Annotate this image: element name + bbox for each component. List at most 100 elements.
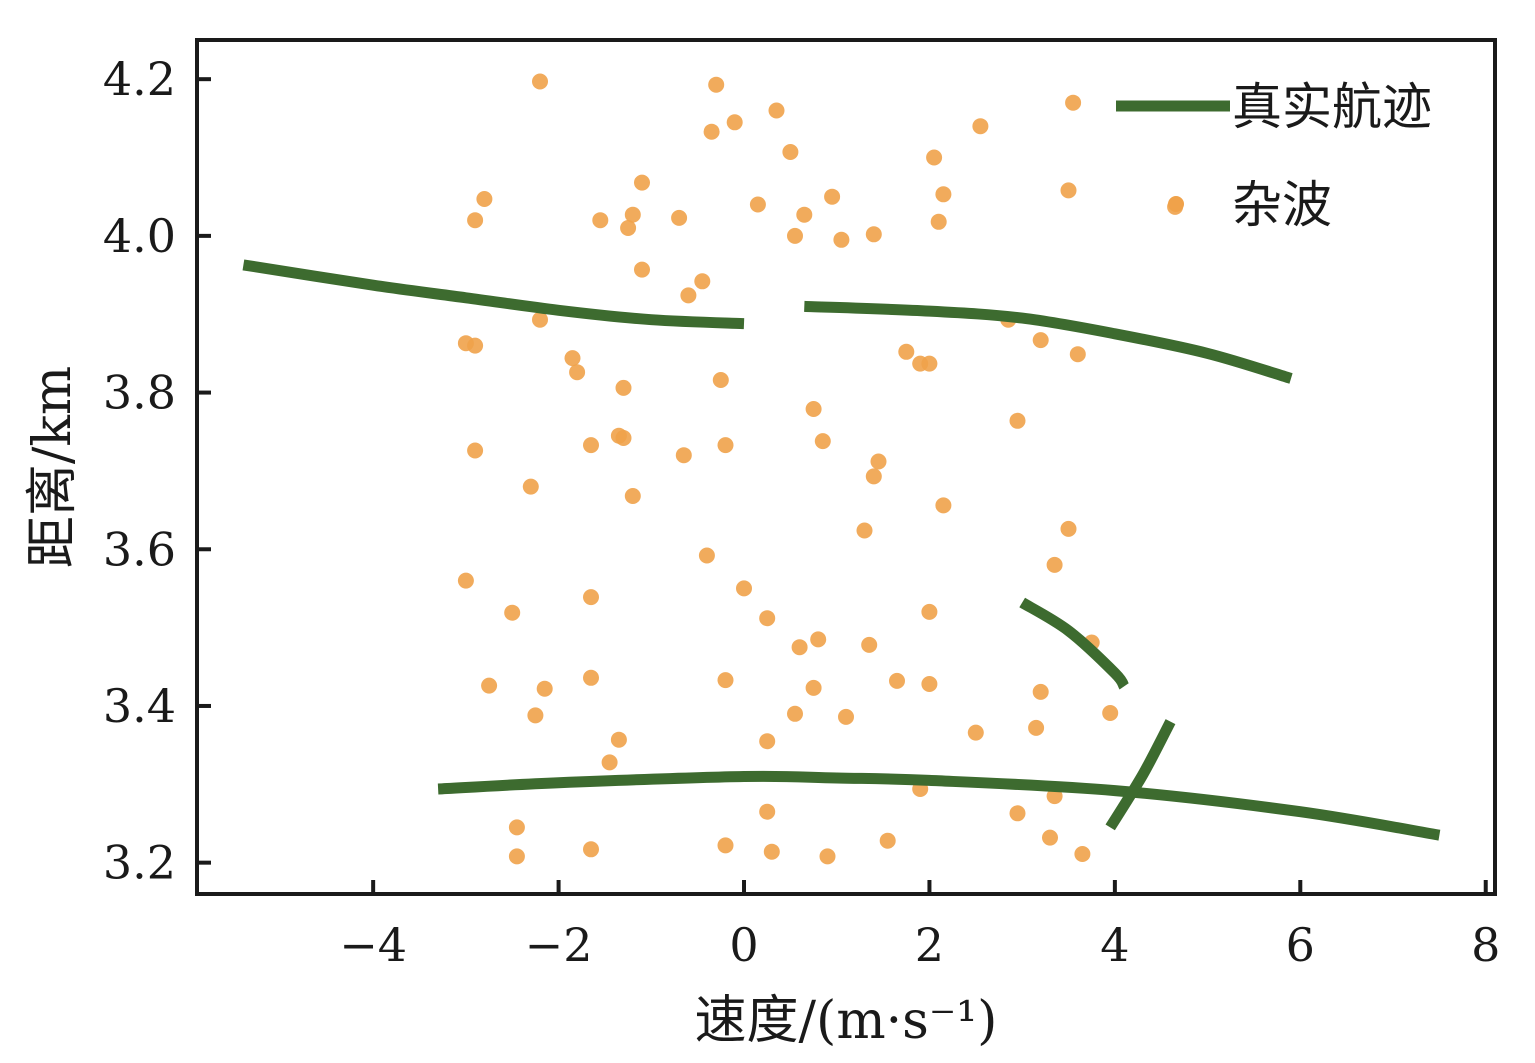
clutter-point	[583, 841, 599, 858]
clutter-point	[787, 705, 803, 722]
clutter-point	[675, 447, 692, 464]
clutter-point	[838, 708, 854, 725]
clutter-point	[935, 497, 952, 514]
clutter-point	[1046, 556, 1063, 573]
clutter-point	[921, 603, 938, 620]
x-axis-label: 速度/(m·s⁻¹)	[695, 991, 998, 1051]
clutter-point	[810, 631, 827, 648]
x-axis-ticks: −4 −2 0 2 4 6 8	[339, 880, 1500, 972]
x-tick-label: 2	[915, 918, 944, 972]
true-track-segment	[1019, 597, 1129, 690]
clutter-point	[694, 273, 711, 290]
clutter-point	[736, 580, 752, 597]
clutter-point	[634, 174, 650, 191]
clutter-point	[712, 372, 729, 388]
y-tick-label: 3.6	[103, 522, 176, 576]
y-tick-label: 3.2	[103, 836, 176, 890]
true-track-lines	[242, 259, 1441, 841]
clutter-point	[532, 311, 548, 328]
clutter-point	[759, 733, 776, 750]
clutter-point	[1069, 346, 1086, 363]
clutter-point	[717, 672, 734, 689]
y-tick-label: 4.0	[103, 209, 176, 263]
clutter-point	[796, 206, 813, 223]
x-tick-label: −2	[525, 918, 593, 972]
clutter-point	[824, 188, 841, 205]
clutter-point	[726, 114, 743, 131]
clutter-point	[522, 478, 539, 495]
clutter-point	[1074, 846, 1091, 862]
y-axis-ticks: 3.2 3.4 3.6 3.8 4.0 4.2	[103, 52, 211, 890]
clutter-point	[879, 832, 896, 849]
clutter-point	[1102, 705, 1119, 721]
clutter-point	[1060, 520, 1077, 537]
clutter-point	[532, 73, 548, 90]
clutter-point	[759, 610, 776, 627]
legend: 真实航迹 杂波	[1116, 78, 1432, 234]
clutter-point	[508, 819, 525, 836]
legend-track-label: 真实航迹	[1232, 78, 1432, 136]
clutter-point	[749, 196, 766, 213]
clutter-point	[782, 144, 799, 160]
clutter-point	[634, 261, 650, 278]
clutter-point	[1042, 829, 1058, 846]
clutter-point	[814, 433, 831, 450]
clutter-point	[717, 437, 734, 454]
clutter-point	[889, 672, 905, 689]
clutter-point	[870, 453, 887, 470]
clutter-point	[1032, 683, 1049, 700]
clutter-point	[508, 848, 525, 865]
clutter-point	[921, 355, 938, 372]
clutter-point	[1028, 719, 1045, 736]
x-tick-label: 0	[729, 918, 758, 972]
clutter-point	[583, 437, 599, 454]
true-track-segment	[437, 770, 1441, 841]
clutter-point	[624, 488, 641, 504]
clutter-point	[935, 186, 952, 203]
true-track-segment	[242, 259, 745, 330]
clutter-point	[833, 231, 850, 248]
clutter-point	[583, 589, 599, 606]
clutter-point	[856, 522, 873, 539]
y-tick-label: 3.8	[103, 366, 176, 420]
clutter-point	[865, 226, 882, 243]
clutter-point	[805, 401, 822, 417]
y-tick-label: 4.2	[103, 52, 176, 106]
clutter-point	[481, 677, 498, 694]
clutter-point	[1009, 412, 1026, 429]
clutter-point	[1032, 332, 1049, 349]
legend-clutter-swatch	[1168, 196, 1184, 212]
x-tick-label: −4	[339, 918, 407, 972]
clutter-point	[467, 337, 484, 354]
true-track-segment	[804, 300, 1293, 384]
plot-frame	[195, 38, 1497, 896]
clutter-point	[620, 220, 637, 236]
clutter-point	[763, 843, 780, 860]
clutter-point	[898, 343, 915, 360]
clutter-point	[967, 724, 984, 741]
clutter-point	[703, 123, 720, 140]
x-tick-label: 4	[1100, 918, 1129, 972]
x-tick-label: 8	[1471, 918, 1500, 972]
clutter-point	[610, 731, 627, 748]
clutter-point	[527, 707, 544, 724]
legend-clutter-label: 杂波	[1232, 176, 1332, 234]
clutter-point	[861, 636, 878, 653]
clutter-point	[930, 213, 947, 230]
clutter-point	[759, 803, 776, 820]
clutter-point	[569, 364, 586, 381]
clutter-point	[592, 212, 609, 229]
clutter-point	[624, 206, 641, 223]
clutter-point	[1060, 182, 1077, 199]
clutter-point	[615, 430, 632, 446]
clutter-point	[972, 118, 989, 135]
clutter-point	[1065, 94, 1082, 111]
clutter-point	[564, 350, 581, 367]
clutter-point	[583, 669, 599, 686]
clutter-point	[926, 149, 943, 166]
clutter-point	[536, 680, 553, 697]
clutter-point	[768, 102, 785, 119]
clutter-point	[1009, 805, 1026, 822]
